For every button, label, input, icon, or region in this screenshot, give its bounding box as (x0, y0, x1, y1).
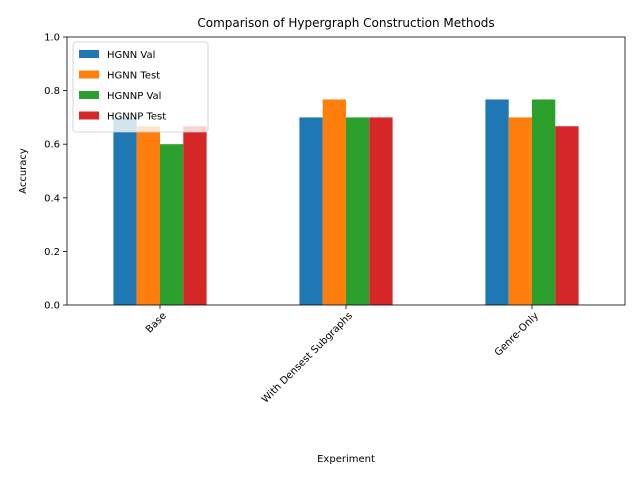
legend-swatch (79, 70, 99, 79)
plot-area: Base With Densest Subgraphs Genre-Only 0.0 0… (44, 33, 626, 406)
bar (160, 144, 184, 305)
legend-swatch (79, 91, 99, 99)
legend-swatch (79, 50, 99, 58)
bar (346, 117, 370, 306)
bar (555, 126, 579, 305)
legend-label: HGNN Test (107, 71, 160, 82)
chart-title: Comparison of Hypergraph Construction Me… (197, 16, 494, 30)
bar (183, 126, 207, 305)
bar (532, 99, 556, 305)
x-tick-label: Genre-Only (493, 310, 541, 358)
bar (136, 126, 160, 305)
legend-label: HGNNP Val (107, 91, 161, 102)
x-tick-label: With Densest Subgraphs (260, 311, 355, 406)
y-tick-label: 1.0 (44, 33, 60, 44)
y-tick-label: 0.8 (44, 86, 60, 97)
bar (322, 99, 346, 305)
y-tick-label: 0.4 (44, 193, 60, 204)
bar (299, 117, 323, 306)
y-tick-label: 0.2 (44, 247, 60, 258)
plot-frame (66, 36, 626, 306)
legend-label: HGNN Val (107, 50, 155, 61)
legend: HGNN Val HGNN Test HGNNP Val HGNNP Test (72, 41, 209, 133)
y-axis-label: Accuracy (18, 148, 29, 194)
x-axis-label: Experiment (317, 454, 375, 465)
y-tick-label: 0.0 (44, 301, 60, 312)
x-tick-label: Base (144, 311, 169, 336)
legend-swatch (79, 111, 99, 120)
bar (508, 117, 532, 306)
bar (113, 117, 137, 306)
bar (369, 117, 393, 306)
y-tick-label: 0.6 (44, 140, 60, 151)
legend-box (72, 41, 209, 133)
legend-label: HGNNP Test (107, 112, 166, 123)
bar (485, 99, 509, 305)
